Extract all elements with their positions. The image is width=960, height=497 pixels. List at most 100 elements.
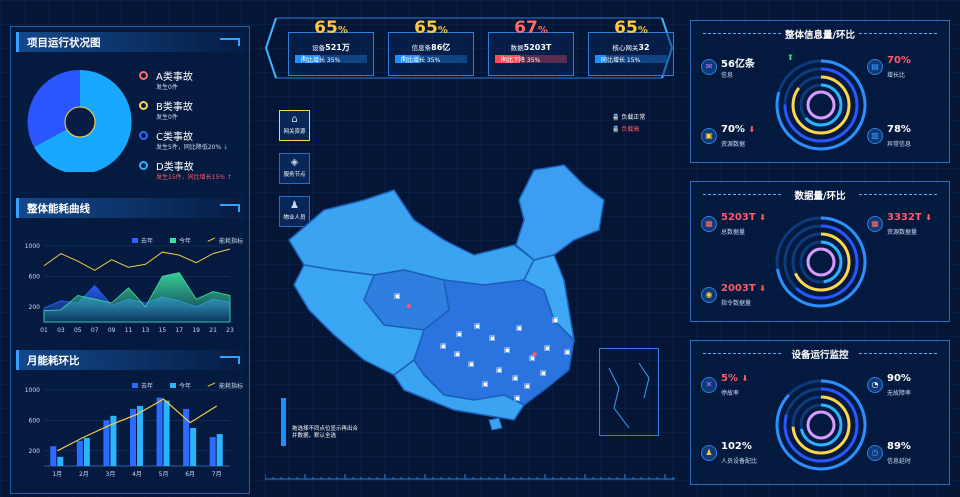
x-tick-label: 4月: [132, 471, 142, 478]
energy-curve-chart: 200 600 1000 01 03 05 07 09 11 13 15 17 19 21 23: [25, 243, 234, 334]
stat-card[interactable]: 65% 设备521万 同比增长 35% ↑: [288, 18, 374, 76]
nav-label: 物业人员: [283, 215, 306, 221]
energy-curve-title: 整体能耗曲线: [16, 198, 244, 218]
accident-name: D类事故: [156, 162, 194, 173]
svg-text:▣: ▣: [468, 360, 475, 368]
y-tick-label: 1000: [25, 243, 40, 250]
people-icon: ♟: [701, 445, 717, 461]
accident-desc-text: 发生5件，同比降低20%: [156, 144, 222, 151]
stat-card[interactable]: 65% 核心网关32 同比增长 15%: [588, 18, 674, 76]
svg-text:▣: ▣: [496, 366, 503, 374]
legend-label: 今年: [179, 383, 192, 390]
legend-swatch: [170, 383, 176, 388]
device-panel-title: 设备运行监控: [691, 347, 949, 361]
nav-button[interactable]: ◈ 服务节点: [279, 153, 310, 184]
svg-text:▣: ▣: [529, 354, 536, 362]
y-tick-label: 200: [29, 448, 41, 455]
info-metric-messages: ✉ 56亿条 信息: [701, 55, 771, 83]
svg-text:▣: ▣: [482, 380, 489, 388]
y-tick-label: 600: [29, 273, 41, 280]
stat-card[interactable]: 65% 信息条86亿 同比增长 35% ↑: [388, 18, 474, 76]
monthly-energy-chart: 200 600 1000 1月 2月 3月 4月 5月 6月 7月: [25, 387, 230, 478]
y-tick-label: 200: [29, 304, 41, 311]
arrow-down-icon: ⬇: [741, 374, 749, 383]
x-tick-label: 5月: [159, 471, 169, 478]
arrow-up-icon: ↑: [226, 174, 233, 181]
x-tick-label: 3月: [106, 471, 116, 478]
svg-text:▣: ▣: [514, 394, 521, 402]
map-legend: 🚆 负载正常 🚆 负载高: [612, 112, 682, 142]
china-map[interactable]: ▣▣▣▣ ▣▣▣▣ ▣▣▣▣ ▣▣▣▣ ▣▣▣ ◆◆: [284, 160, 614, 435]
nav-icon: ⌂: [291, 114, 298, 125]
bar-0: [103, 420, 110, 466]
info-metric-growth: ▤ 70% 增长比: [867, 55, 937, 83]
info-ring-chart: [775, 59, 867, 151]
pie-hole: [64, 106, 96, 138]
data-ring-chart: [775, 216, 867, 308]
legend-item: 去年: [132, 228, 153, 245]
accident-dot-icon: [139, 131, 148, 140]
legend-label: 去年: [141, 238, 154, 245]
svg-text:▣: ▣: [440, 342, 447, 350]
arrow-up-icon: ↑: [301, 55, 307, 62]
map-region-south: [392, 358, 526, 421]
accident-name: A类事故: [156, 72, 193, 83]
y-tick-label: 600: [29, 417, 41, 424]
stat-progress-bar: 同比增长 35% ↑: [295, 55, 367, 64]
south-sea-inset: [599, 348, 659, 436]
svg-text:▣: ▣: [504, 346, 511, 354]
x-tick-label: 15: [159, 327, 167, 334]
data-panel-title: 数据量/环比: [691, 188, 949, 202]
legend-swatch: [132, 383, 138, 388]
info-panel-title: 整体信息量/环比: [691, 27, 949, 41]
chart-icon: ▤: [867, 59, 883, 75]
accident-dot-icon: [139, 71, 148, 80]
metric-label: 指令数据量: [721, 300, 752, 307]
map-region-east: [522, 254, 576, 343]
target-line: [43, 248, 231, 271]
metric-label: 信息延时: [887, 458, 912, 465]
x-tick-label: 21: [209, 327, 217, 334]
stat-card[interactable]: 67% 数据5203T 同比下降 35% ↓: [488, 18, 574, 76]
database-icon: ▦: [701, 216, 717, 232]
stat-percent: 65%: [414, 18, 448, 38]
accident-dot-icon: [139, 101, 148, 110]
accident-desc-text: 发生15件，同比增长15%: [156, 174, 225, 181]
stat-percent: 65%: [614, 18, 648, 38]
accident-dot-icon: [139, 161, 148, 170]
nav-label: 服务节点: [283, 172, 306, 178]
arrow-down-icon: ⬇: [748, 125, 756, 134]
arrow-down-icon: ⬇: [759, 284, 766, 293]
stat-progress-bar: 同比增长 15%: [595, 55, 667, 64]
accident-desc-text: 发生0件: [156, 84, 178, 91]
target-line: [57, 398, 218, 452]
bar-1: [137, 405, 143, 466]
gauge-icon: ◔: [867, 377, 883, 393]
accident-pie-chart: [27, 69, 132, 172]
stat-label: 数据5203T: [510, 43, 552, 52]
device-ring-chart: [775, 379, 867, 471]
message-icon: ✉: [701, 59, 717, 75]
map-range-slider[interactable]: [281, 398, 286, 446]
legend-swatch: [170, 238, 176, 243]
bar-0: [50, 446, 57, 466]
map-markers: ▣▣▣▣ ▣▣▣▣ ▣▣▣▣ ▣▣▣▣ ▣▣▣ ◆◆: [394, 292, 571, 402]
alert-icon: ✕: [701, 377, 717, 393]
accident-desc-text: 发生0件: [156, 114, 178, 121]
accident-name: C类事故: [156, 132, 193, 143]
metric-label: 信息: [721, 72, 734, 79]
nav-button[interactable]: ⌂ 网关资源: [279, 110, 310, 141]
command-icon: ◉: [701, 287, 717, 303]
legend-item: 今年: [170, 373, 191, 390]
stat-progress-bar: 同比下降 35% ↓: [495, 55, 567, 64]
legend-high-label: 负载高: [621, 126, 640, 133]
nav-button[interactable]: ♟ 物业人员: [279, 196, 310, 227]
svg-text:▣: ▣: [552, 316, 559, 324]
accident-desc: 发生0件: [156, 112, 178, 121]
svg-text:▣: ▣: [456, 330, 463, 338]
server-icon: ▥: [867, 128, 883, 144]
device-metric-failure: ✕ 5% ⬇ 停故率: [701, 373, 771, 401]
metric-label: 停故率: [721, 390, 740, 397]
x-tick-label: 1月: [52, 471, 62, 478]
device-metric-ratio: ♟ 102% 人员设备配比: [701, 441, 771, 469]
